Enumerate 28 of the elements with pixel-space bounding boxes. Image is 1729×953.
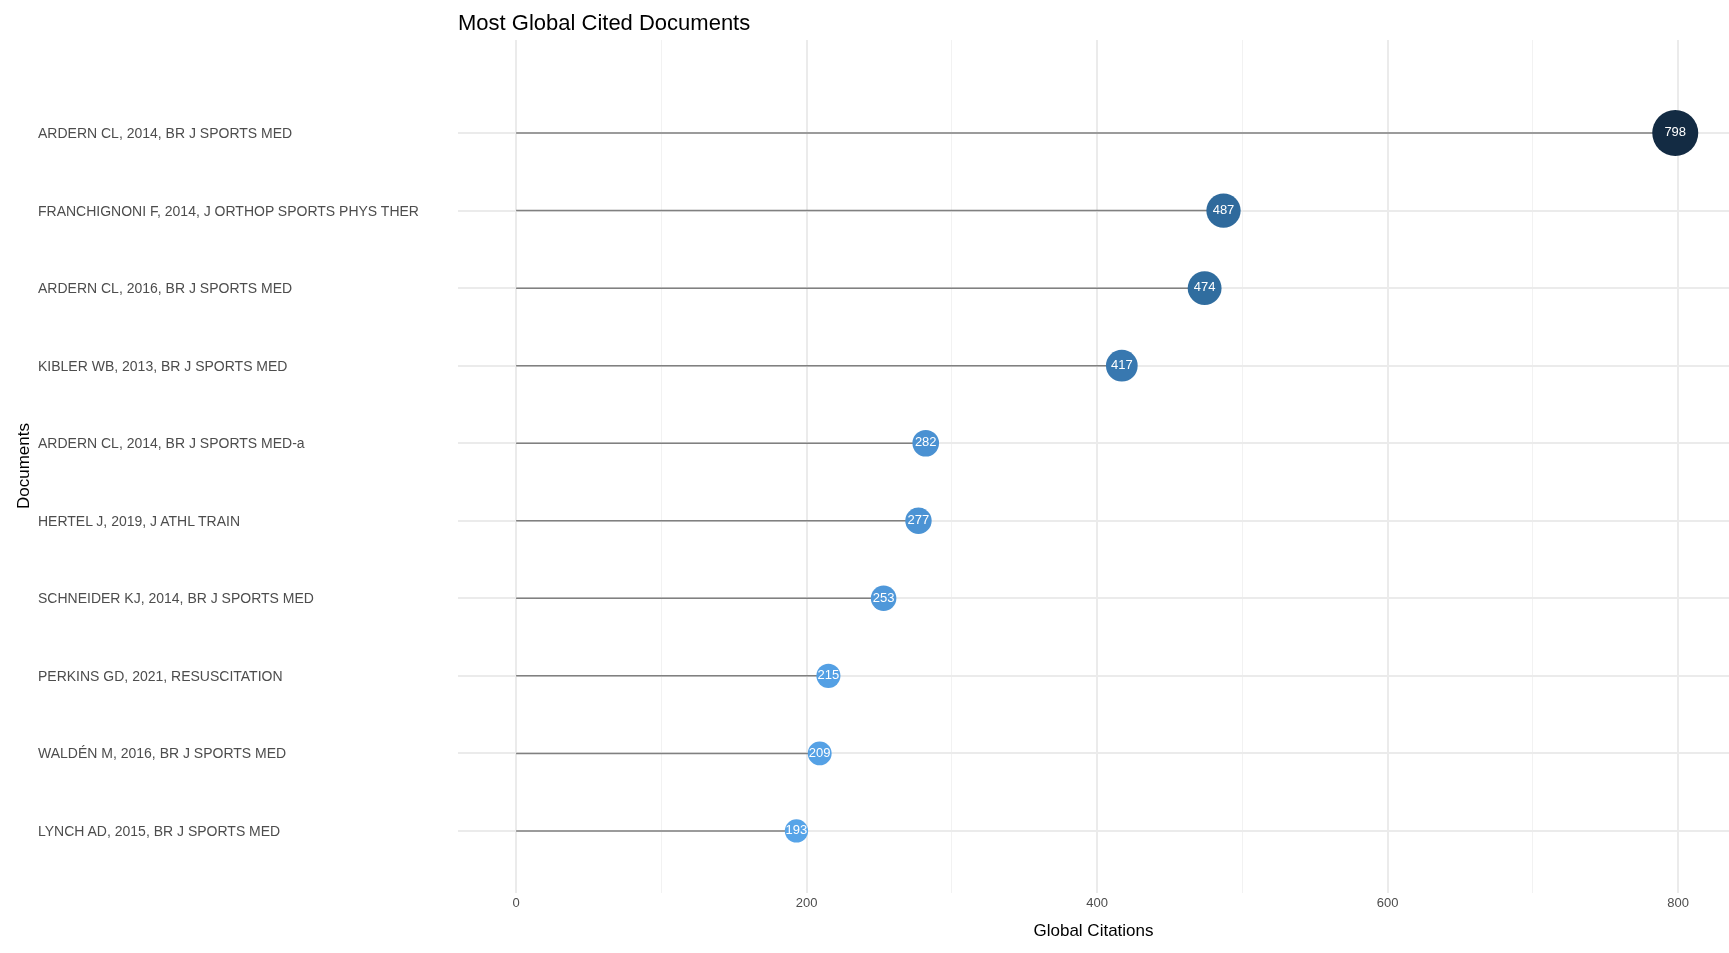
- x-tick-label: 400: [1086, 895, 1108, 910]
- data-label: 474: [1193, 279, 1216, 295]
- x-tick-label: 800: [1667, 895, 1690, 910]
- y-tick-label: PERKINS GD, 2021, RESUSCITATION: [38, 668, 283, 684]
- x-tick-label: 200: [795, 895, 818, 910]
- data-label: 487: [1212, 201, 1235, 217]
- y-tick-label: WALDÉN M, 2016, BR J SPORTS MED: [38, 745, 287, 761]
- y-tick-label: HERTEL J, 2019, J ATHL TRAIN: [38, 513, 241, 529]
- data-label: 798: [1664, 124, 1687, 140]
- data-label: 282: [914, 434, 937, 450]
- x-tick-label: 0: [512, 895, 520, 910]
- y-tick-label: KIBLER WB, 2013, BR J SPORTS MED: [38, 358, 288, 374]
- chart-title: Most Global Cited Documents: [458, 9, 751, 35]
- data-label: 193: [785, 822, 808, 838]
- data-label: 277: [907, 512, 930, 528]
- data-label: 417: [1110, 356, 1133, 372]
- y-tick-label: ARDERN CL, 2014, BR J SPORTS MED: [38, 125, 293, 141]
- y-tick-label: LYNCH AD, 2015, BR J SPORTS MED: [38, 823, 281, 839]
- data-label: 215: [817, 667, 840, 683]
- x-axis-title: Global Citations: [1033, 921, 1154, 941]
- y-tick-label: ARDERN CL, 2016, BR J SPORTS MED: [38, 280, 293, 296]
- data-label: 253: [872, 589, 895, 605]
- data-label: 209: [808, 744, 831, 760]
- y-tick-label: FRANCHIGNONI F, 2014, J ORTHOP SPORTS PHYS THER: [38, 203, 419, 219]
- y-tick-label: ARDERN CL, 2014, BR J SPORTS MED-a: [38, 435, 305, 451]
- y-tick-label: SCHNEIDER KJ, 2014, BR J SPORTS MED: [38, 590, 314, 606]
- y-axis-title: Documents: [14, 423, 33, 509]
- x-tick-label: 600: [1376, 895, 1399, 910]
